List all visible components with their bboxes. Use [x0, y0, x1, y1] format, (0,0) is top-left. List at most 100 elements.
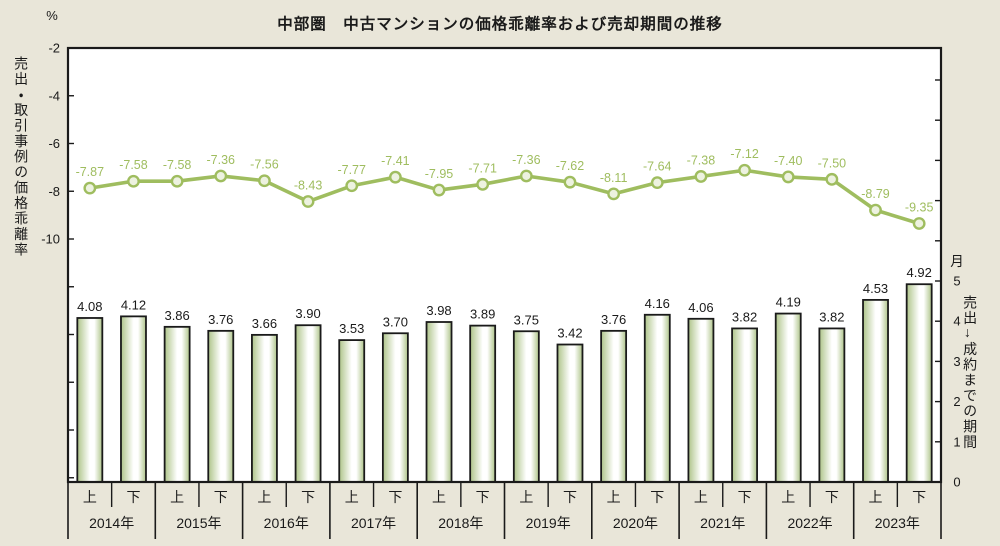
bar [818, 327, 846, 483]
line-marker [563, 175, 577, 189]
line-value-label: -7.95 [425, 167, 454, 181]
line-marker [650, 176, 664, 190]
bar [381, 332, 409, 483]
left-axis-tick-label: -6 [48, 136, 60, 151]
x-axis-half-label: 上 [432, 489, 446, 505]
line-marker [781, 170, 795, 184]
x-axis-half-label: 上 [83, 489, 97, 505]
line-value-label: -7.58 [163, 158, 192, 172]
line-value-label: -7.40 [774, 154, 803, 168]
bar-value-label: 3.75 [514, 312, 539, 327]
right-axis-tick-label: 1 [953, 434, 960, 449]
line-value-label: -8.79 [861, 187, 890, 201]
line-marker [83, 181, 97, 195]
plot-background [68, 48, 941, 482]
x-axis-half-label: 下 [476, 489, 490, 505]
bar [862, 298, 889, 483]
bar-value-label: 3.53 [339, 321, 364, 336]
line-marker [869, 203, 882, 217]
right-axis-tick-label: 4 [953, 314, 960, 329]
x-axis-year-label: 2016年 [264, 515, 309, 531]
line-value-label: -7.36 [207, 153, 236, 167]
right-axis-tick-label: 2 [953, 394, 960, 409]
bar-value-label: 3.76 [601, 312, 626, 327]
bar [425, 321, 453, 483]
x-axis-half-label: 上 [170, 489, 184, 505]
x-axis-half-label: 下 [214, 489, 228, 505]
line-marker [825, 172, 839, 186]
line-value-label: -7.50 [818, 156, 847, 170]
bar-value-label: 3.89 [470, 307, 495, 322]
line-value-label: -7.71 [468, 161, 497, 175]
left-axis-tick-label: -10 [41, 232, 60, 247]
bar [731, 327, 758, 483]
x-axis-year-label: 2022年 [787, 515, 832, 531]
line-marker [607, 187, 621, 201]
right-axis-tick-label: 5 [953, 274, 960, 289]
line-marker [301, 195, 315, 208]
x-axis-half-label: 上 [694, 489, 708, 505]
x-axis-half-label: 下 [126, 489, 140, 505]
x-axis-year-label: 2023年 [875, 515, 920, 531]
line-marker [432, 183, 446, 197]
trend-line [88, 168, 921, 226]
line-value-label: -7.12 [730, 147, 759, 161]
bar-value-label: 3.86 [164, 308, 189, 323]
x-axis-half-label: 下 [563, 489, 577, 505]
x-axis-half-label: 上 [869, 489, 883, 505]
bar-value-label: 3.98 [426, 303, 451, 318]
line-value-label: -7.64 [643, 160, 672, 174]
bar-value-label: 4.92 [907, 265, 932, 280]
bar [207, 329, 235, 483]
bar [163, 325, 191, 483]
left-axis-tick-label: -2 [48, 41, 60, 56]
bar-value-label: 3.90 [295, 306, 320, 321]
bar-value-label: 3.66 [252, 316, 277, 331]
bar [469, 324, 497, 483]
bar-value-label: 3.82 [819, 309, 844, 324]
bar-value-label: 4.08 [77, 299, 102, 314]
x-axis-half-label: 下 [650, 489, 664, 505]
bar-value-label: 3.42 [557, 326, 582, 341]
line-value-label: -8.43 [294, 179, 323, 193]
x-axis-year-label: 2021年 [700, 515, 745, 531]
bar [294, 324, 322, 483]
line-value-label: -7.62 [556, 159, 585, 173]
line-value-label: -7.41 [381, 154, 410, 168]
plot-frame [66, 46, 943, 484]
left-axis-tick-label: -8 [48, 184, 60, 199]
bar-value-label: 4.53 [863, 281, 888, 296]
line-marker [258, 174, 271, 188]
bar [905, 283, 933, 483]
bar-value-label: 4.06 [688, 300, 713, 315]
x-axis-year-label: 2019年 [526, 515, 571, 531]
line-marker [912, 217, 926, 230]
x-axis-year-label: 2020年 [613, 515, 658, 531]
line-value-label: -7.38 [687, 153, 716, 167]
bar-value-label: 4.12 [121, 297, 146, 312]
x-axis-year-label: 2014年 [89, 515, 134, 531]
right-axis-tick-label: 0 [953, 475, 960, 490]
bar [120, 315, 147, 483]
line-marker [738, 163, 751, 177]
line-marker [170, 174, 184, 188]
line-marker [694, 170, 708, 183]
bar-value-label: 4.19 [776, 295, 801, 310]
line-value-label: -7.36 [512, 153, 541, 167]
bar [600, 329, 628, 483]
x-axis-half-label: 下 [738, 489, 752, 505]
left-axis-tick-label: -4 [48, 88, 60, 103]
line-value-label: -8.11 [600, 171, 628, 185]
line-marker [476, 177, 490, 191]
bar [512, 330, 540, 483]
line-marker [388, 170, 402, 184]
left-axis-title: 売出・取引事例の価格乖離率 [13, 56, 30, 258]
x-axis-half-label: 上 [345, 489, 359, 505]
x-axis-half-label: 下 [388, 489, 402, 505]
x-axis-half-label: 下 [825, 489, 839, 505]
x-axis-year-label: 2015年 [176, 515, 221, 531]
bar [251, 333, 278, 483]
line-value-label: -7.87 [76, 165, 105, 179]
